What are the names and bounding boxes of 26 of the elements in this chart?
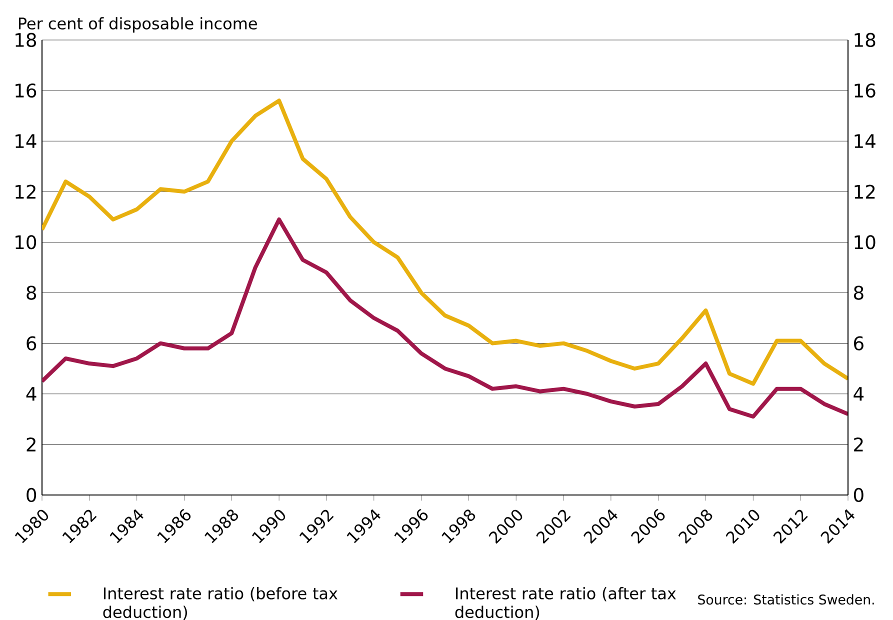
line-series <box>42 98 848 386</box>
y-axis-title: Per cent of disposable income <box>18 17 257 33</box>
y2-tick-label: 10 <box>854 235 876 250</box>
y-tick-label: 8 <box>26 286 36 300</box>
y-tick-label: 14 <box>16 134 36 148</box>
y2-tick-label: 8 <box>854 286 864 300</box>
y2-tick-label: 2 <box>854 437 863 452</box>
source-note: Source: Statistics Sweden. <box>698 594 874 605</box>
legend-label: Interest rate ratio (before tax deduction) <box>103 587 338 620</box>
y-tick-label: 16 <box>16 83 36 98</box>
y2-tick-label: 16 <box>854 83 876 98</box>
y-tick-label: 10 <box>16 235 36 250</box>
line-series <box>42 217 848 419</box>
legend-label: Interest rate ratio (after tax deduction) <box>455 587 676 620</box>
y2-tick-label: 6 <box>854 336 864 350</box>
y2-tick-label: 14 <box>854 134 876 148</box>
y2-tick-label: 4 <box>854 387 864 401</box>
y2-tick-label: 18 <box>854 32 876 48</box>
y-tick-label: 2 <box>26 437 36 452</box>
y-tick-label: 4 <box>26 387 36 401</box>
y-tick-label: 6 <box>26 336 36 350</box>
y-tick-label: 0 <box>26 488 36 502</box>
y-tick-label: 18 <box>16 32 36 48</box>
y2-tick-label: 0 <box>854 488 864 502</box>
y-tick-label: 12 <box>16 184 36 199</box>
y2-tick-label: 12 <box>854 184 875 199</box>
